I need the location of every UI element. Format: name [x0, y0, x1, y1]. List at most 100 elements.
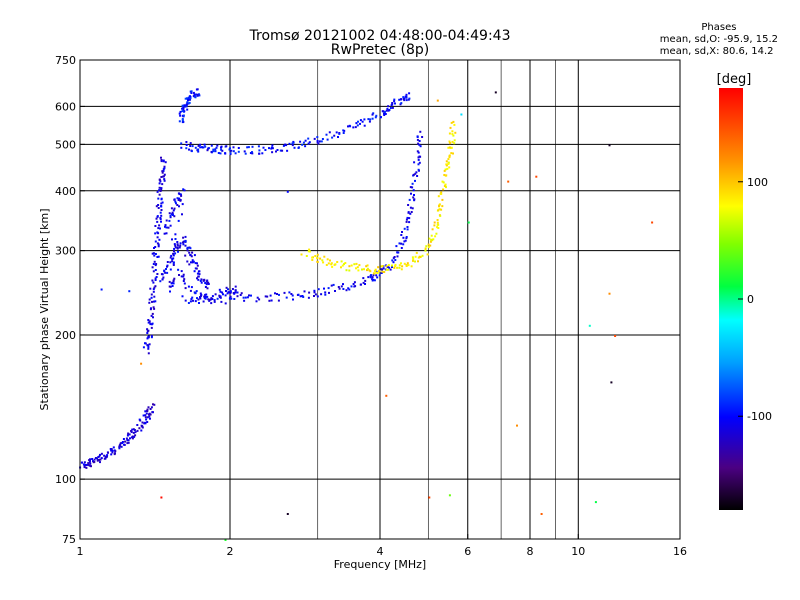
data-point: [374, 268, 377, 271]
data-point: [406, 262, 409, 265]
data-point: [119, 442, 122, 445]
data-point: [307, 296, 310, 299]
data-point: [234, 285, 237, 288]
data-point: [158, 189, 161, 192]
data-point: [389, 268, 392, 271]
data-point: [376, 276, 379, 279]
data-point: [247, 146, 250, 149]
data-point: [182, 107, 185, 109]
data-point: [173, 250, 175, 253]
data-point: [153, 307, 156, 310]
data-point: [278, 293, 280, 296]
data-point: [141, 425, 144, 428]
data-point: [172, 252, 175, 255]
data-point: [409, 212, 412, 215]
isolated-data-point: [516, 424, 518, 427]
data-point: [451, 130, 454, 133]
data-point: [398, 242, 401, 245]
data-point: [239, 294, 242, 296]
data-point: [218, 288, 221, 291]
data-point: [154, 279, 157, 281]
data-point: [89, 462, 92, 465]
data-point: [353, 281, 356, 284]
data-point: [173, 207, 176, 210]
data-point: [177, 250, 179, 253]
data-point: [403, 262, 406, 265]
data-point: [398, 98, 401, 101]
data-point: [229, 291, 232, 294]
data-point: [189, 247, 192, 250]
data-point: [109, 448, 112, 450]
data-point: [168, 219, 171, 222]
data-point: [405, 96, 408, 99]
data-point: [147, 336, 150, 339]
data-point: [189, 289, 192, 292]
data-point: [148, 298, 151, 301]
data-point: [146, 409, 148, 412]
data-point: [246, 146, 249, 149]
data-point: [400, 234, 403, 236]
data-point: [415, 251, 418, 254]
data-point: [154, 253, 157, 255]
data-point: [157, 243, 160, 246]
data-point: [288, 291, 291, 294]
data-point: [107, 451, 109, 454]
data-point: [249, 152, 252, 154]
data-point: [391, 259, 394, 262]
data-point: [169, 216, 172, 219]
data-point: [177, 268, 180, 271]
data-point: [159, 217, 162, 219]
data-point: [180, 146, 183, 149]
data-point: [144, 416, 147, 419]
data-point: [160, 205, 163, 207]
data-point: [132, 431, 135, 434]
data-point: [311, 259, 314, 261]
data-point: [382, 267, 385, 270]
data-point: [230, 297, 233, 300]
data-point: [381, 268, 383, 271]
data-point: [366, 267, 369, 270]
data-point: [452, 120, 455, 123]
colorbar-ticks: 100 0 -100: [738, 176, 772, 423]
data-point: [83, 466, 86, 469]
data-point: [150, 326, 153, 329]
data-point: [184, 244, 187, 247]
data-point: [432, 238, 435, 241]
data-point: [182, 273, 185, 276]
data-point: [229, 152, 232, 155]
data-point: [197, 148, 200, 151]
data-point: [372, 272, 375, 275]
data-point: [436, 223, 439, 226]
data-point: [277, 299, 280, 302]
data-point: [161, 201, 164, 204]
data-point: [386, 266, 389, 268]
x-tick-label: 4: [377, 545, 384, 558]
data-point: [359, 122, 361, 125]
data-point: [447, 162, 450, 165]
data-point: [144, 414, 147, 417]
data-point: [178, 197, 181, 200]
data-point: [125, 437, 128, 440]
data-point: [244, 296, 247, 299]
data-point: [301, 143, 304, 146]
data-point: [153, 260, 156, 263]
data-point: [168, 285, 171, 288]
data-point: [153, 247, 155, 249]
data-point: [174, 233, 177, 236]
data-point: [146, 421, 149, 423]
data-point: [229, 295, 232, 298]
chart-subtitle: RwPretec (8p): [330, 42, 430, 58]
data-point: [157, 204, 160, 206]
data-point: [404, 95, 407, 98]
data-point: [410, 211, 413, 213]
data-point: [393, 256, 396, 258]
data-point: [81, 461, 84, 464]
data-point: [230, 149, 233, 152]
data-point: [136, 429, 139, 432]
data-point: [190, 298, 193, 301]
data-point: [160, 156, 162, 159]
data-point: [304, 145, 307, 148]
data-point: [433, 221, 436, 224]
data-point: [405, 99, 408, 102]
data-point: [366, 264, 369, 267]
